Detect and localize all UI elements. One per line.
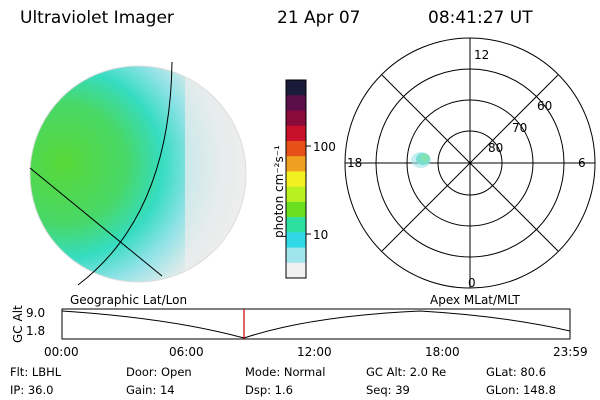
status-gain: Gain: 14 (126, 383, 175, 397)
timeline-xtick-4: 23:59 (553, 345, 588, 359)
colorbar-segment (286, 125, 306, 142)
mlt-label-12: 12 (474, 48, 489, 62)
colorbar-segment (286, 217, 306, 233)
colorbar-tick-label-100: 100 (313, 140, 336, 154)
colorbar-segment (286, 80, 306, 96)
colorbar-segment (286, 171, 306, 188)
timeline-right-label: Apex MLat/MLT (430, 293, 520, 307)
timeline-xtick-3: 18:00 (425, 345, 460, 359)
earth-disk-outline (29, 65, 247, 283)
mlt-label-6: 6 (578, 156, 586, 170)
mlt-label-0: 0 (468, 276, 476, 290)
mlat-label-60: 60 (537, 99, 552, 113)
status-gc-alt: GC Alt: 2.0 Re (366, 365, 447, 379)
colorbar-segment (286, 201, 306, 218)
timeline-xtick-2: 12:00 (297, 345, 332, 359)
timeline-left-label: Geographic Lat/Lon (70, 293, 188, 307)
colorbar (285, 79, 311, 279)
meridian-line (29, 167, 163, 277)
status-glat: GLat: 80.6 (486, 365, 547, 379)
mlt-label-18: 18 (347, 156, 362, 170)
observation-date: 21 Apr 07 (277, 8, 361, 28)
mlat-label-80: 80 (488, 141, 503, 155)
timeline-xtick-0: 00:00 (44, 345, 79, 359)
colorbar-segment (286, 232, 306, 249)
status-filter: Flt: LBHL (10, 365, 62, 379)
colorbar-segment (286, 95, 306, 111)
altitude-curve (61, 310, 571, 339)
status-glon: GLon: 148.8 (486, 383, 556, 397)
timeline-ytick-high: 9.0 (26, 306, 46, 320)
colorbar-segment (286, 110, 306, 127)
colorbar-segment (286, 156, 306, 172)
colorbar-segment (286, 140, 306, 157)
mlat-label-70: 70 (512, 121, 527, 135)
status-door: Door: Open (126, 365, 192, 379)
mlt-line-diag-2 (381, 74, 559, 252)
terminator-line (77, 61, 173, 286)
status-mode: Mode: Normal (245, 365, 326, 379)
colorbar-segment (286, 262, 306, 279)
aurora-spot-halo (411, 152, 431, 168)
colorbar-segment (286, 247, 306, 264)
status-ip: IP: 36.0 (10, 383, 54, 397)
timeline-frame (61, 308, 571, 340)
timeline-xtick-1: 06:00 (169, 345, 204, 359)
timeline-ytick-low: 1.8 (26, 324, 46, 338)
status-dsp: Dsp: 1.6 (245, 383, 293, 397)
observation-time: 08:41:27 UT (428, 8, 533, 28)
colorbar-segment (286, 186, 306, 203)
instrument-title: Ultraviolet Imager (20, 8, 174, 28)
status-seq: Seq: 39 (366, 383, 410, 397)
colorbar-tick-label-10: 10 (313, 228, 329, 242)
